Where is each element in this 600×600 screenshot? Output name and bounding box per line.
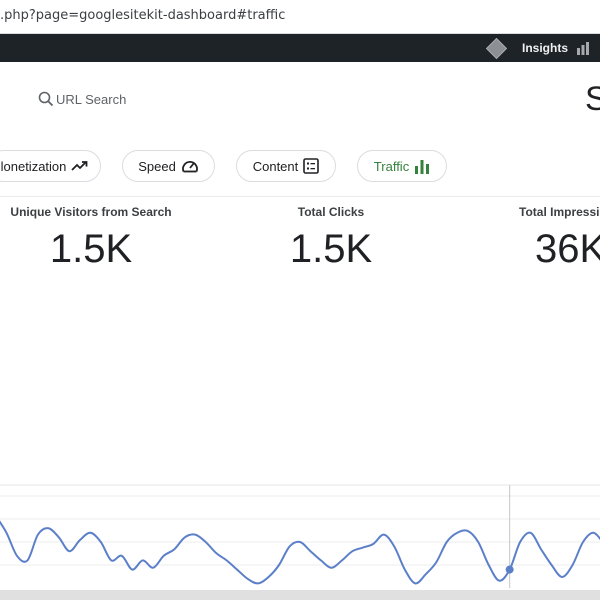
url-search-label: URL Search bbox=[56, 91, 127, 107]
chip-speed-label: Speed bbox=[138, 158, 176, 174]
url-search-button[interactable]: URL Search bbox=[38, 91, 126, 107]
chip-traffic[interactable]: Traffic bbox=[357, 150, 447, 182]
admin-bar: Insights bbox=[0, 34, 600, 62]
dashboard-nav-chips: lonetization Speed Content Traffic bbox=[0, 150, 600, 184]
metric-value: 1.5K bbox=[49, 227, 133, 271]
chip-content-label: Content bbox=[252, 158, 299, 174]
metric-label: Unique Visitors from Search bbox=[10, 205, 172, 219]
metric-label: Total Impressi bbox=[519, 205, 600, 219]
chip-traffic-label: Traffic bbox=[373, 158, 410, 174]
metric-unique-visitors[interactable]: Unique Visitors from Search 1.5K bbox=[6, 205, 176, 272]
chip-monetization[interactable]: lonetization bbox=[0, 150, 101, 182]
bar-chart-icon bbox=[576, 41, 590, 55]
metric-label: Total Clicks bbox=[297, 205, 365, 219]
chip-content[interactable]: Content bbox=[236, 150, 336, 182]
chip-monetization-label: lonetization bbox=[0, 158, 67, 174]
metric-total-impressions[interactable]: Total Impressi 36K bbox=[519, 205, 600, 272]
section-divider bbox=[0, 196, 600, 197]
speedometer-icon bbox=[181, 161, 198, 173]
metric-value: 1.5K bbox=[289, 227, 373, 271]
url-text[interactable]: .php?page=googlesitekit-dashboard#traffi… bbox=[0, 8, 286, 23]
chip-speed[interactable]: Speed bbox=[122, 150, 215, 182]
metric-total-clicks[interactable]: Total Clicks 1.5K bbox=[261, 205, 401, 272]
horizontal-scrollbar[interactable] bbox=[0, 590, 600, 600]
dashboard-header: URL Search S bbox=[0, 62, 600, 138]
bar-chart-icon bbox=[415, 159, 430, 174]
search-icon bbox=[38, 91, 54, 107]
brand-partial: S bbox=[585, 80, 600, 118]
insights-label[interactable]: Insights bbox=[521, 41, 568, 55]
chart-hover-point[interactable] bbox=[505, 565, 514, 574]
series-line bbox=[0, 520, 600, 585]
insights-menu[interactable]: Insights bbox=[485, 34, 590, 62]
sitekit-diamond-icon[interactable] bbox=[485, 37, 508, 59]
traffic-line-chart[interactable] bbox=[0, 484, 600, 590]
browser-address-bar[interactable]: .php?page=googlesitekit-dashboard#traffi… bbox=[0, 0, 600, 34]
content-list-icon bbox=[303, 158, 320, 174]
metric-value: 36K bbox=[535, 227, 600, 271]
trending-up-icon bbox=[71, 161, 88, 171]
